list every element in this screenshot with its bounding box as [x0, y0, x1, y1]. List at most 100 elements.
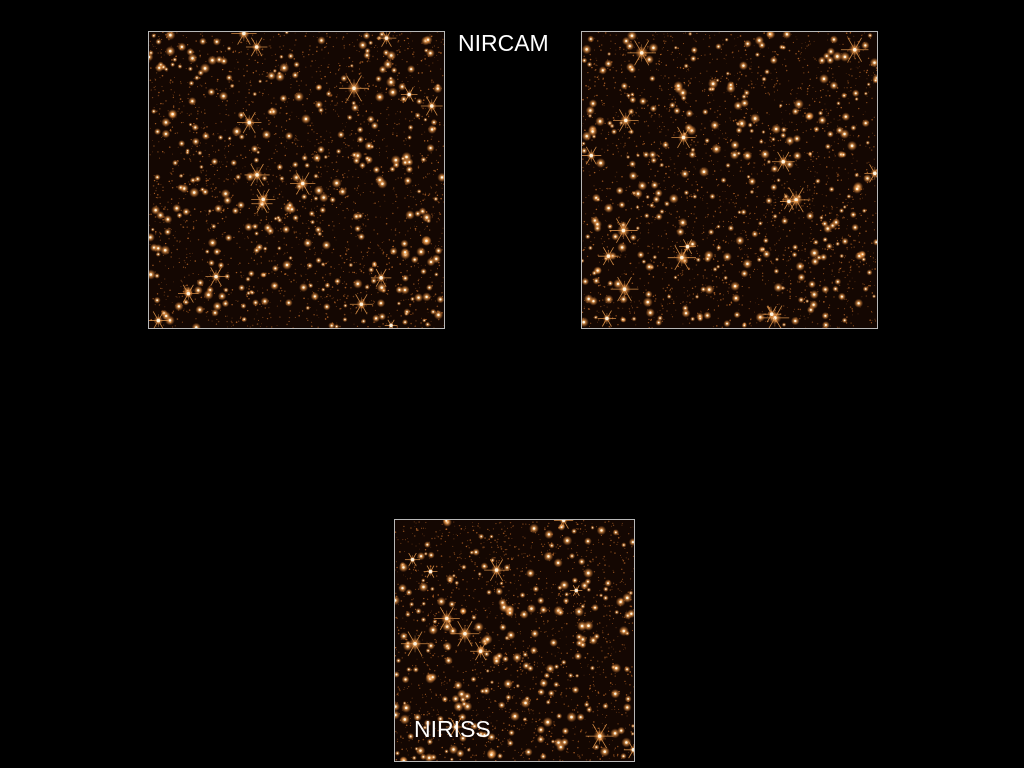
faint-star	[773, 180, 776, 182]
faint-star	[595, 64, 597, 66]
faint-star	[302, 206, 304, 208]
faint-star	[364, 215, 367, 217]
faint-star	[725, 138, 727, 141]
faint-star	[228, 70, 231, 73]
faint-star	[169, 79, 172, 81]
faint-star	[256, 309, 259, 311]
faint-star	[151, 97, 154, 99]
faint-star	[197, 110, 199, 112]
faint-star	[438, 264, 441, 267]
faint-star	[434, 170, 437, 172]
faint-star	[401, 80, 403, 82]
faint-star	[286, 199, 289, 202]
faint-star	[257, 144, 259, 146]
faint-star	[804, 326, 806, 328]
faint-star	[251, 241, 253, 243]
faint-star	[276, 264, 279, 266]
faint-star	[602, 299, 604, 301]
star-core	[379, 276, 383, 280]
faint-star	[276, 253, 278, 255]
faint-star	[410, 246, 412, 248]
faint-star	[215, 122, 217, 124]
faint-star	[346, 207, 348, 210]
faint-star	[861, 296, 863, 298]
faint-star	[168, 180, 171, 183]
faint-star	[294, 295, 296, 297]
faint-star	[652, 38, 655, 40]
faint-star	[677, 265, 680, 268]
faint-star	[743, 116, 745, 118]
faint-star	[275, 187, 277, 189]
faint-star	[420, 264, 422, 266]
faint-star	[341, 100, 343, 103]
faint-star	[216, 140, 218, 142]
faint-star	[605, 33, 607, 35]
faint-star	[670, 53, 672, 55]
faint-star	[404, 234, 406, 236]
faint-star	[750, 317, 752, 319]
faint-star	[398, 49, 400, 51]
faint-star	[204, 149, 206, 151]
faint-star	[857, 313, 859, 315]
faint-star	[748, 308, 750, 310]
star-core	[278, 75, 282, 79]
faint-star	[705, 152, 707, 154]
faint-star	[344, 301, 346, 303]
faint-star	[719, 123, 721, 125]
faint-star	[306, 303, 309, 305]
faint-star	[283, 243, 285, 245]
faint-star	[163, 221, 165, 223]
faint-star	[430, 187, 433, 189]
faint-star	[269, 316, 272, 319]
faint-star	[857, 40, 859, 43]
faint-star	[152, 140, 153, 142]
faint-star	[658, 148, 661, 150]
faint-star	[410, 195, 412, 198]
faint-star	[407, 299, 409, 301]
faint-star	[709, 107, 712, 110]
faint-star	[392, 212, 394, 215]
faint-star	[326, 316, 329, 318]
faint-star	[735, 44, 737, 46]
faint-star	[323, 204, 325, 207]
faint-star	[279, 112, 281, 114]
faint-star	[660, 131, 662, 133]
faint-star	[403, 140, 405, 142]
faint-star	[423, 140, 426, 142]
faint-star	[399, 263, 402, 265]
faint-star	[669, 289, 671, 292]
star-core	[317, 86, 320, 89]
star-core	[361, 43, 364, 47]
faint-star	[863, 283, 865, 286]
faint-star	[827, 90, 829, 92]
faint-star	[246, 249, 248, 251]
faint-star	[382, 253, 384, 255]
faint-star	[377, 46, 378, 48]
faint-star	[163, 208, 165, 210]
faint-star	[648, 318, 650, 320]
faint-star	[373, 301, 376, 303]
faint-star	[379, 247, 381, 249]
faint-star	[290, 76, 292, 77]
faint-star	[607, 68, 609, 69]
faint-star	[707, 309, 708, 311]
faint-star	[819, 284, 821, 287]
faint-star	[412, 172, 414, 174]
faint-star	[857, 134, 860, 137]
faint-star	[597, 319, 600, 321]
faint-star	[265, 75, 267, 77]
faint-star	[314, 60, 316, 62]
faint-star	[679, 67, 682, 69]
faint-star	[762, 82, 765, 84]
faint-star	[318, 288, 320, 290]
faint-star	[595, 57, 597, 59]
faint-star	[152, 44, 153, 46]
faint-star	[784, 216, 786, 218]
faint-star	[677, 130, 680, 133]
faint-star	[199, 160, 202, 163]
bright-star	[290, 172, 316, 195]
faint-star	[250, 189, 252, 191]
faint-star	[295, 80, 298, 83]
faint-star	[762, 272, 764, 274]
faint-star	[831, 271, 833, 272]
